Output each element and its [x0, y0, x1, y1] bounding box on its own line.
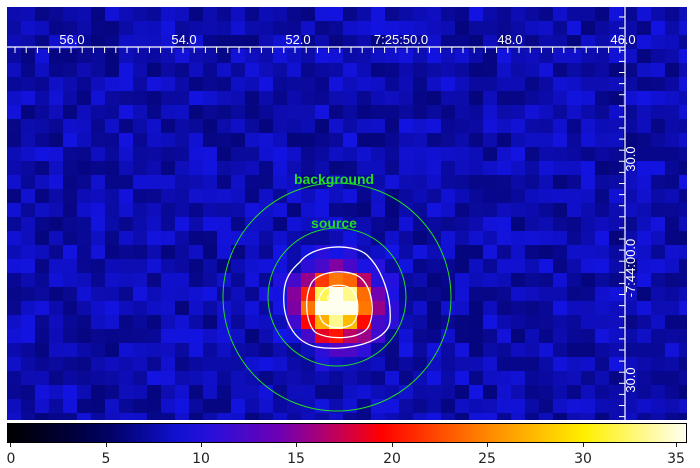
contour-middle — [306, 271, 373, 339]
colorbar-tickmark — [392, 443, 393, 447]
colorbar-tickmark — [106, 443, 107, 447]
colorbar-tickmark — [10, 443, 11, 447]
contour-outer — [283, 246, 391, 349]
background-region-circle[interactable] — [222, 182, 452, 412]
colorbar-tickmark — [296, 443, 297, 447]
colorbar-tick-label: 25 — [478, 451, 496, 467]
colorbar[interactable] — [7, 423, 687, 443]
pixel-grid — [7, 7, 687, 420]
contours — [283, 246, 391, 349]
colorbar-tick-label: 30 — [574, 451, 592, 467]
ra-tick-label: 56.0 — [59, 32, 84, 47]
dec-tick-label: 30.0 — [623, 146, 638, 171]
dec-tick-label: -7:44:00.0 — [623, 239, 638, 298]
background-region-label: background — [294, 171, 374, 187]
contour-peak — [326, 294, 334, 302]
colorbar-tick-label: 10 — [192, 451, 210, 467]
colorbar-tick-label: 5 — [101, 451, 111, 467]
ra-tick-label: 52.0 — [285, 32, 310, 47]
source-region-circle[interactable] — [267, 227, 407, 367]
colorbar-tick-label: 0 — [6, 451, 16, 467]
colorbar-scale: 0 5 10 15 20 25 30 35 — [0, 443, 700, 468]
ra-tick-label: 7:25:50.0 — [374, 32, 428, 47]
source-region-label: source — [311, 215, 357, 231]
image-canvas[interactable]: background source 56.0 54.0 52.0 7:25:50… — [7, 7, 687, 420]
colorbar-tickmark — [583, 443, 584, 447]
colorbar-tickmark — [201, 443, 202, 447]
colorbar-tick-label: 15 — [287, 451, 305, 467]
ra-tick-label: 48.0 — [497, 32, 522, 47]
image-panel[interactable]: background source 56.0 54.0 52.0 7:25:50… — [7, 7, 687, 420]
dec-axis: 30.0 -7:44:00.0 30.0 — [619, 7, 638, 420]
ra-axis: 56.0 54.0 52.0 7:25:50.0 48.0 46.0 — [7, 32, 636, 53]
colorbar-tick-label: 35 — [667, 451, 685, 467]
regions[interactable] — [222, 182, 452, 412]
dec-tick-label: 30.0 — [623, 367, 638, 392]
colorbar-tickmark — [487, 443, 488, 447]
colorbar-tick-label: 20 — [383, 451, 401, 467]
ra-tick-label: 54.0 — [171, 32, 196, 47]
colorbar-tickmark — [676, 443, 677, 447]
contour-inner — [317, 284, 359, 329]
